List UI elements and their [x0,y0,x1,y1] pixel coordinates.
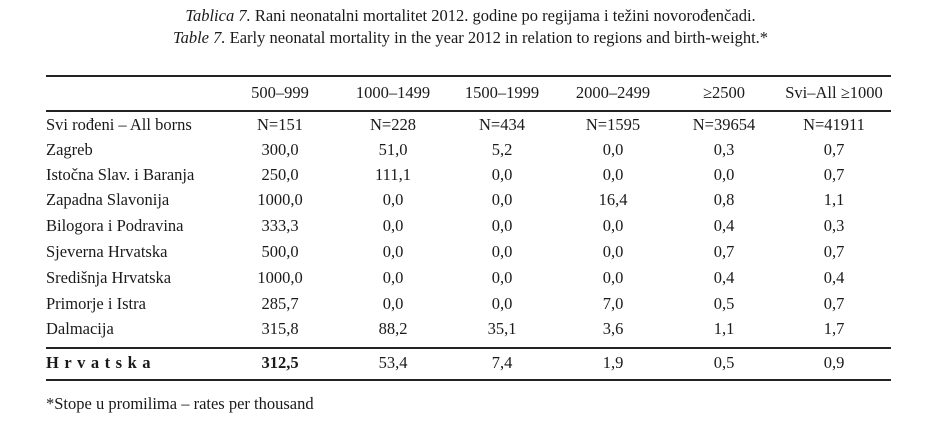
column-header: ≥2500 [702,83,746,102]
table-row: Sjeverna Hrvatska 500,0 0,0 0,0 0,0 0,7 … [0,241,941,263]
row-label: Primorje i Istra [46,294,146,313]
table-cell: N=151 [257,115,303,134]
table-cell: 0,0 [602,242,624,261]
table-cell: 0,0 [713,165,735,184]
caption-text-english: Early neonatal mortality in the year 201… [225,28,769,47]
table-header-rule [46,110,891,112]
table-cell: 1,1 [823,190,845,209]
table-cell: 111,1 [375,165,411,184]
table-total-rule [46,347,891,349]
table-top-rule [46,75,891,77]
row-label: Hrvatska [46,353,156,372]
table-cell: 333,3 [261,216,299,235]
table-cell: 88,2 [378,319,408,338]
table-cell: 0,3 [713,140,735,159]
caption-text-croatian: Rani neonatalni mortalitet 2012. godine … [250,6,756,25]
column-header: Svi–All ≥1000 [785,83,883,102]
table-cell: 0,0 [382,242,404,261]
row-label: Dalmacija [46,319,114,338]
table-cell: 0,9 [823,353,845,372]
table-row: Središnja Hrvatska 1000,0 0,0 0,0 0,0 0,… [0,267,941,289]
table-row: Istočna Slav. i Baranja 250,0 111,1 0,0 … [0,164,941,186]
table-cell: N=434 [479,115,525,134]
table-cell: 0,7 [823,140,845,159]
table-row: Bilogora i Podravina 333,3 0,0 0,0 0,0 0… [0,215,941,237]
column-header: 2000–2499 [575,83,651,102]
table-cell: 16,4 [598,190,628,209]
table-caption-english: Table 7. Early neonatal mortality in the… [0,27,941,48]
table-row: Primorje i Istra 285,7 0,0 0,0 7,0 0,5 0… [0,293,941,315]
table-cell: 285,7 [261,294,299,313]
table-cell: 0,5 [713,353,735,372]
row-label: Istočna Slav. i Baranja [46,165,195,184]
row-label: Središnja Hrvatska [46,268,172,287]
table-cell: 1000,0 [257,190,303,209]
table-cell: 0,8 [713,190,735,209]
table-cell: 250,0 [261,165,299,184]
table-total-row: Hrvatska 312,5 53,4 7,4 1,9 0,5 0,9 [0,352,941,374]
table-cell: 0,0 [602,140,624,159]
table-cell: 0,0 [491,294,513,313]
table-row: Zagreb 300,0 51,0 5,2 0,0 0,3 0,7 [0,139,941,161]
table-cell: 500,0 [261,242,299,261]
column-header: 1500–1999 [464,83,540,102]
row-label: Zagreb [46,140,93,159]
table-cell: 0,4 [823,268,845,287]
table-cell: 1,7 [823,319,845,338]
table-cell: 53,4 [378,353,408,372]
table-caption-croatian: Tablica 7. Rani neonatalni mortalitet 20… [0,5,941,26]
table-row: Zapadna Slavonija 1000,0 0,0 0,0 16,4 0,… [0,189,941,211]
table-cell: 0,0 [491,216,513,235]
table-cell: 3,6 [602,319,624,338]
table-cell: 5,2 [491,140,513,159]
table-cell: 312,5 [261,353,299,372]
table-row: Svi rođeni – All borns N=151 N=228 N=434… [0,114,941,136]
table-cell: 0,0 [491,268,513,287]
column-header: 500–999 [251,83,309,102]
table-cell: 0,7 [713,242,735,261]
table-cell: 0,0 [382,268,404,287]
table-cell: 315,8 [261,319,299,338]
table-header-row: 500–999 1000–1499 1500–1999 2000–2499 ≥2… [0,82,941,104]
row-label: Svi rođeni – All borns [46,115,192,134]
table-cell: 0,5 [713,294,735,313]
table-cell: 0,0 [382,190,404,209]
table-cell: 1,9 [602,353,624,372]
table-cell: 1000,0 [257,268,303,287]
table-cell: 0,0 [382,216,404,235]
table-cell: 0,0 [602,165,624,184]
table-cell: N=1595 [585,115,641,134]
table-cell: 0,0 [491,190,513,209]
table-cell: 1,1 [713,319,735,338]
table-bottom-rule [46,379,891,381]
caption-label-english: Table 7. [172,28,226,47]
table-cell: 0,7 [823,242,845,261]
table-cell: 0,4 [713,216,735,235]
table-cell: 0,7 [823,165,845,184]
table-cell: 35,1 [487,319,517,338]
table-cell: 0,0 [491,165,513,184]
column-header: 1000–1499 [355,83,431,102]
table-cell: 0,0 [491,242,513,261]
table-cell: 7,4 [491,353,513,372]
table-cell: 0,4 [713,268,735,287]
table-cell: N=41911 [803,115,865,134]
table-cell: 300,0 [261,140,299,159]
table-cell: 0,0 [382,294,404,313]
table-footnote: *Stope u promilima – rates per thousand [46,394,314,413]
table-cell: N=228 [370,115,416,134]
table-cell: 7,0 [602,294,624,313]
table-cell: N=39654 [692,115,756,134]
table-cell: 0,0 [602,268,624,287]
caption-label-croatian: Tablica 7. [185,6,251,25]
table-cell: 51,0 [378,140,408,159]
table-row: Dalmacija 315,8 88,2 35,1 3,6 1,1 1,7 [0,318,941,340]
row-label: Bilogora i Podravina [46,216,184,235]
table-cell: 0,3 [823,216,845,235]
row-label: Sjeverna Hrvatska [46,242,168,261]
row-label: Zapadna Slavonija [46,190,170,209]
table-cell: 0,7 [823,294,845,313]
table-cell: 0,0 [602,216,624,235]
